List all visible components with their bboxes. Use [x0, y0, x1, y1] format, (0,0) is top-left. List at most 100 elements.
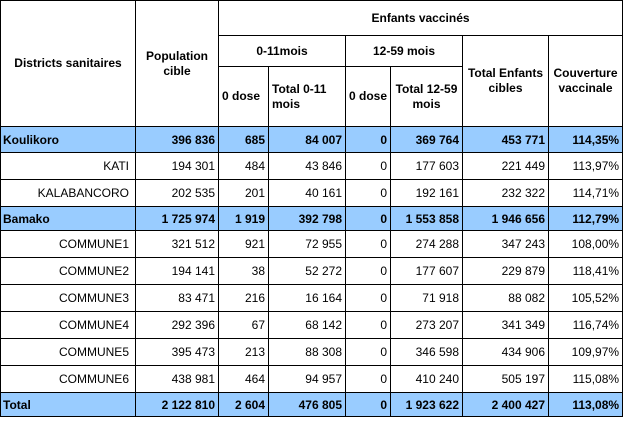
- couverture-value: 108,00%: [547, 230, 623, 258]
- district-name: KALABANCORO: [0, 179, 136, 207]
- zero-dose-0-11-value: 2 604: [218, 392, 269, 417]
- district-name: COMMUNE6: [0, 365, 136, 393]
- population-value: 194 141: [135, 257, 219, 285]
- total-12-59-value: 192 161: [390, 179, 463, 207]
- table-row-commune5: COMMUNE5 395 473 213 88 308 0 346 598 43…: [0, 338, 623, 366]
- population-value: 83 471: [135, 284, 219, 312]
- total-0-11-value: 52 272: [268, 257, 346, 285]
- zero-dose-12-59-value: 0: [345, 311, 391, 339]
- table-row-commune3: COMMUNE3 83 471 216 16 164 0 71 918 88 0…: [0, 284, 623, 312]
- zero-dose-0-11-value: 38: [218, 257, 269, 285]
- zero-dose-12-59-value: 0: [345, 365, 391, 393]
- couverture-value: 114,35%: [547, 126, 623, 153]
- total-12-59-value: 274 288: [390, 230, 463, 258]
- district-name: Koulikoro: [0, 126, 136, 153]
- zero-dose-0-11-value: 1 919: [218, 206, 269, 231]
- total-enfants-value: 453 771: [462, 126, 549, 153]
- zero-dose-12-59-value: 0: [345, 152, 391, 180]
- header-total-enfants: Total Enfants cibles: [462, 35, 549, 127]
- header-zero-dose-0-11: 0 dose: [218, 66, 269, 127]
- couverture-value: 112,79%: [547, 206, 623, 231]
- total-enfants-value: 232 322: [462, 179, 549, 207]
- couverture-value: 113,08%: [547, 392, 623, 417]
- zero-dose-12-59-value: 0: [345, 392, 391, 417]
- population-value: 396 836: [135, 126, 219, 153]
- total-12-59-value: 1 553 858: [390, 206, 463, 231]
- couverture-value: 116,74%: [547, 311, 623, 339]
- couverture-value: 109,97%: [547, 338, 623, 366]
- total-enfants-value: 2 400 427: [462, 392, 549, 417]
- district-name: COMMUNE5: [0, 338, 136, 366]
- total-enfants-value: 229 879: [462, 257, 549, 285]
- total-12-59-value: 273 207: [390, 311, 463, 339]
- zero-dose-12-59-value: 0: [345, 179, 391, 207]
- total-enfants-value: 434 906: [462, 338, 549, 366]
- population-value: 438 981: [135, 365, 219, 393]
- zero-dose-0-11-value: 67: [218, 311, 269, 339]
- zero-dose-0-11-value: 464: [218, 365, 269, 393]
- header-couverture: Couverture vaccinale: [547, 35, 623, 127]
- total-0-11-value: 476 805: [268, 392, 346, 417]
- population-value: 292 396: [135, 311, 219, 339]
- total-12-59-value: 177 607: [390, 257, 463, 285]
- table-row-commune1: COMMUNE1 321 512 921 72 955 0 274 288 34…: [0, 230, 623, 258]
- total-enfants-value: 347 243: [462, 230, 549, 258]
- district-name: COMMUNE1: [0, 230, 136, 258]
- couverture-value: 115,08%: [547, 365, 623, 393]
- zero-dose-12-59-value: 0: [345, 230, 391, 258]
- total-0-11-value: 392 798: [268, 206, 346, 231]
- total-12-59-value: 177 603: [390, 152, 463, 180]
- population-value: 1 725 974: [135, 206, 219, 231]
- header-total-12-59: Total 12-59 mois: [390, 66, 463, 127]
- total-12-59-value: 369 764: [390, 126, 463, 153]
- zero-dose-12-59-value: 0: [345, 126, 391, 153]
- total-0-11-value: 16 164: [268, 284, 346, 312]
- header-zero-dose-12-59: 0 dose: [345, 66, 391, 127]
- population-value: 194 301: [135, 152, 219, 180]
- zero-dose-12-59-value: 0: [345, 338, 391, 366]
- total-0-11-value: 72 955: [268, 230, 346, 258]
- zero-dose-12-59-value: 0: [345, 206, 391, 231]
- header-group-0-11: 0-11mois: [218, 35, 346, 67]
- total-0-11-value: 68 142: [268, 311, 346, 339]
- district-name: Total: [0, 392, 136, 417]
- total-0-11-value: 94 957: [268, 365, 346, 393]
- total-enfants-value: 505 197: [462, 365, 549, 393]
- district-name: Bamako: [0, 206, 136, 231]
- zero-dose-0-11-value: 484: [218, 152, 269, 180]
- header-group-12-59: 12-59 mois: [345, 35, 463, 67]
- total-0-11-value: 43 846: [268, 152, 346, 180]
- total-12-59-value: 71 918: [390, 284, 463, 312]
- total-12-59-value: 346 598: [390, 338, 463, 366]
- total-enfants-value: 88 082: [462, 284, 549, 312]
- total-enfants-value: 221 449: [462, 152, 549, 180]
- table-row-commune4: COMMUNE4 292 396 67 68 142 0 273 207 341…: [0, 311, 623, 339]
- table-row-kati: KATI 194 301 484 43 846 0 177 603 221 44…: [0, 152, 623, 180]
- total-enfants-value: 341 349: [462, 311, 549, 339]
- zero-dose-0-11-value: 201: [218, 179, 269, 207]
- population-value: 395 473: [135, 338, 219, 366]
- couverture-value: 105,52%: [547, 284, 623, 312]
- table-row-commune2: COMMUNE2 194 141 38 52 272 0 177 607 229…: [0, 257, 623, 285]
- header-districts: Districts sanitaires: [0, 0, 136, 127]
- population-value: 202 535: [135, 179, 219, 207]
- couverture-value: 114,71%: [547, 179, 623, 207]
- zero-dose-12-59-value: 0: [345, 284, 391, 312]
- header-total-0-11: Total 0-11 mois: [268, 66, 346, 127]
- zero-dose-0-11-value: 921: [218, 230, 269, 258]
- total-0-11-value: 88 308: [268, 338, 346, 366]
- table-row-kalabancoro: KALABANCORO 202 535 201 40 161 0 192 161…: [0, 179, 623, 207]
- district-name: COMMUNE4: [0, 311, 136, 339]
- district-name: KATI: [0, 152, 136, 180]
- table-row-commune6: COMMUNE6 438 981 464 94 957 0 410 240 50…: [0, 365, 623, 393]
- zero-dose-0-11-value: 213: [218, 338, 269, 366]
- zero-dose-0-11-value: 216: [218, 284, 269, 312]
- total-enfants-value: 1 946 656: [462, 206, 549, 231]
- header-population: Population cible: [135, 0, 219, 127]
- district-name: COMMUNE2: [0, 257, 136, 285]
- couverture-value: 113,97%: [547, 152, 623, 180]
- table-row-koulikoro: Koulikoro 396 836 685 84 007 0 369 764 4…: [0, 126, 623, 153]
- zero-dose-12-59-value: 0: [345, 257, 391, 285]
- zero-dose-0-11-value: 685: [218, 126, 269, 153]
- total-0-11-value: 40 161: [268, 179, 346, 207]
